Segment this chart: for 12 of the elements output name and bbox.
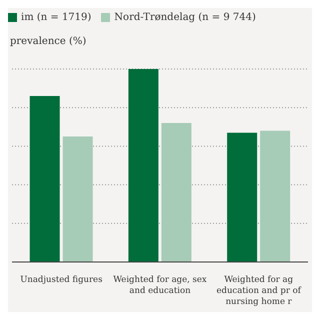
bar: [128, 69, 158, 262]
bar: [260, 130, 290, 262]
legend-label: Nord-Trøndelag (n = 9 744): [114, 12, 256, 23]
x-tick-label: Weighted for age, sex and education: [113, 275, 207, 296]
bar: [62, 136, 93, 262]
x-tick-label: Unadjusted figures: [20, 275, 102, 285]
bar: [30, 96, 60, 262]
bar: [161, 123, 192, 262]
x-tick-label: Weighted for ag education and pr of nursing home r: [216, 275, 302, 307]
bar: [227, 132, 258, 262]
y-axis-title: prevalence (%): [10, 36, 86, 47]
legend-label: im (n = 1719): [21, 12, 92, 23]
